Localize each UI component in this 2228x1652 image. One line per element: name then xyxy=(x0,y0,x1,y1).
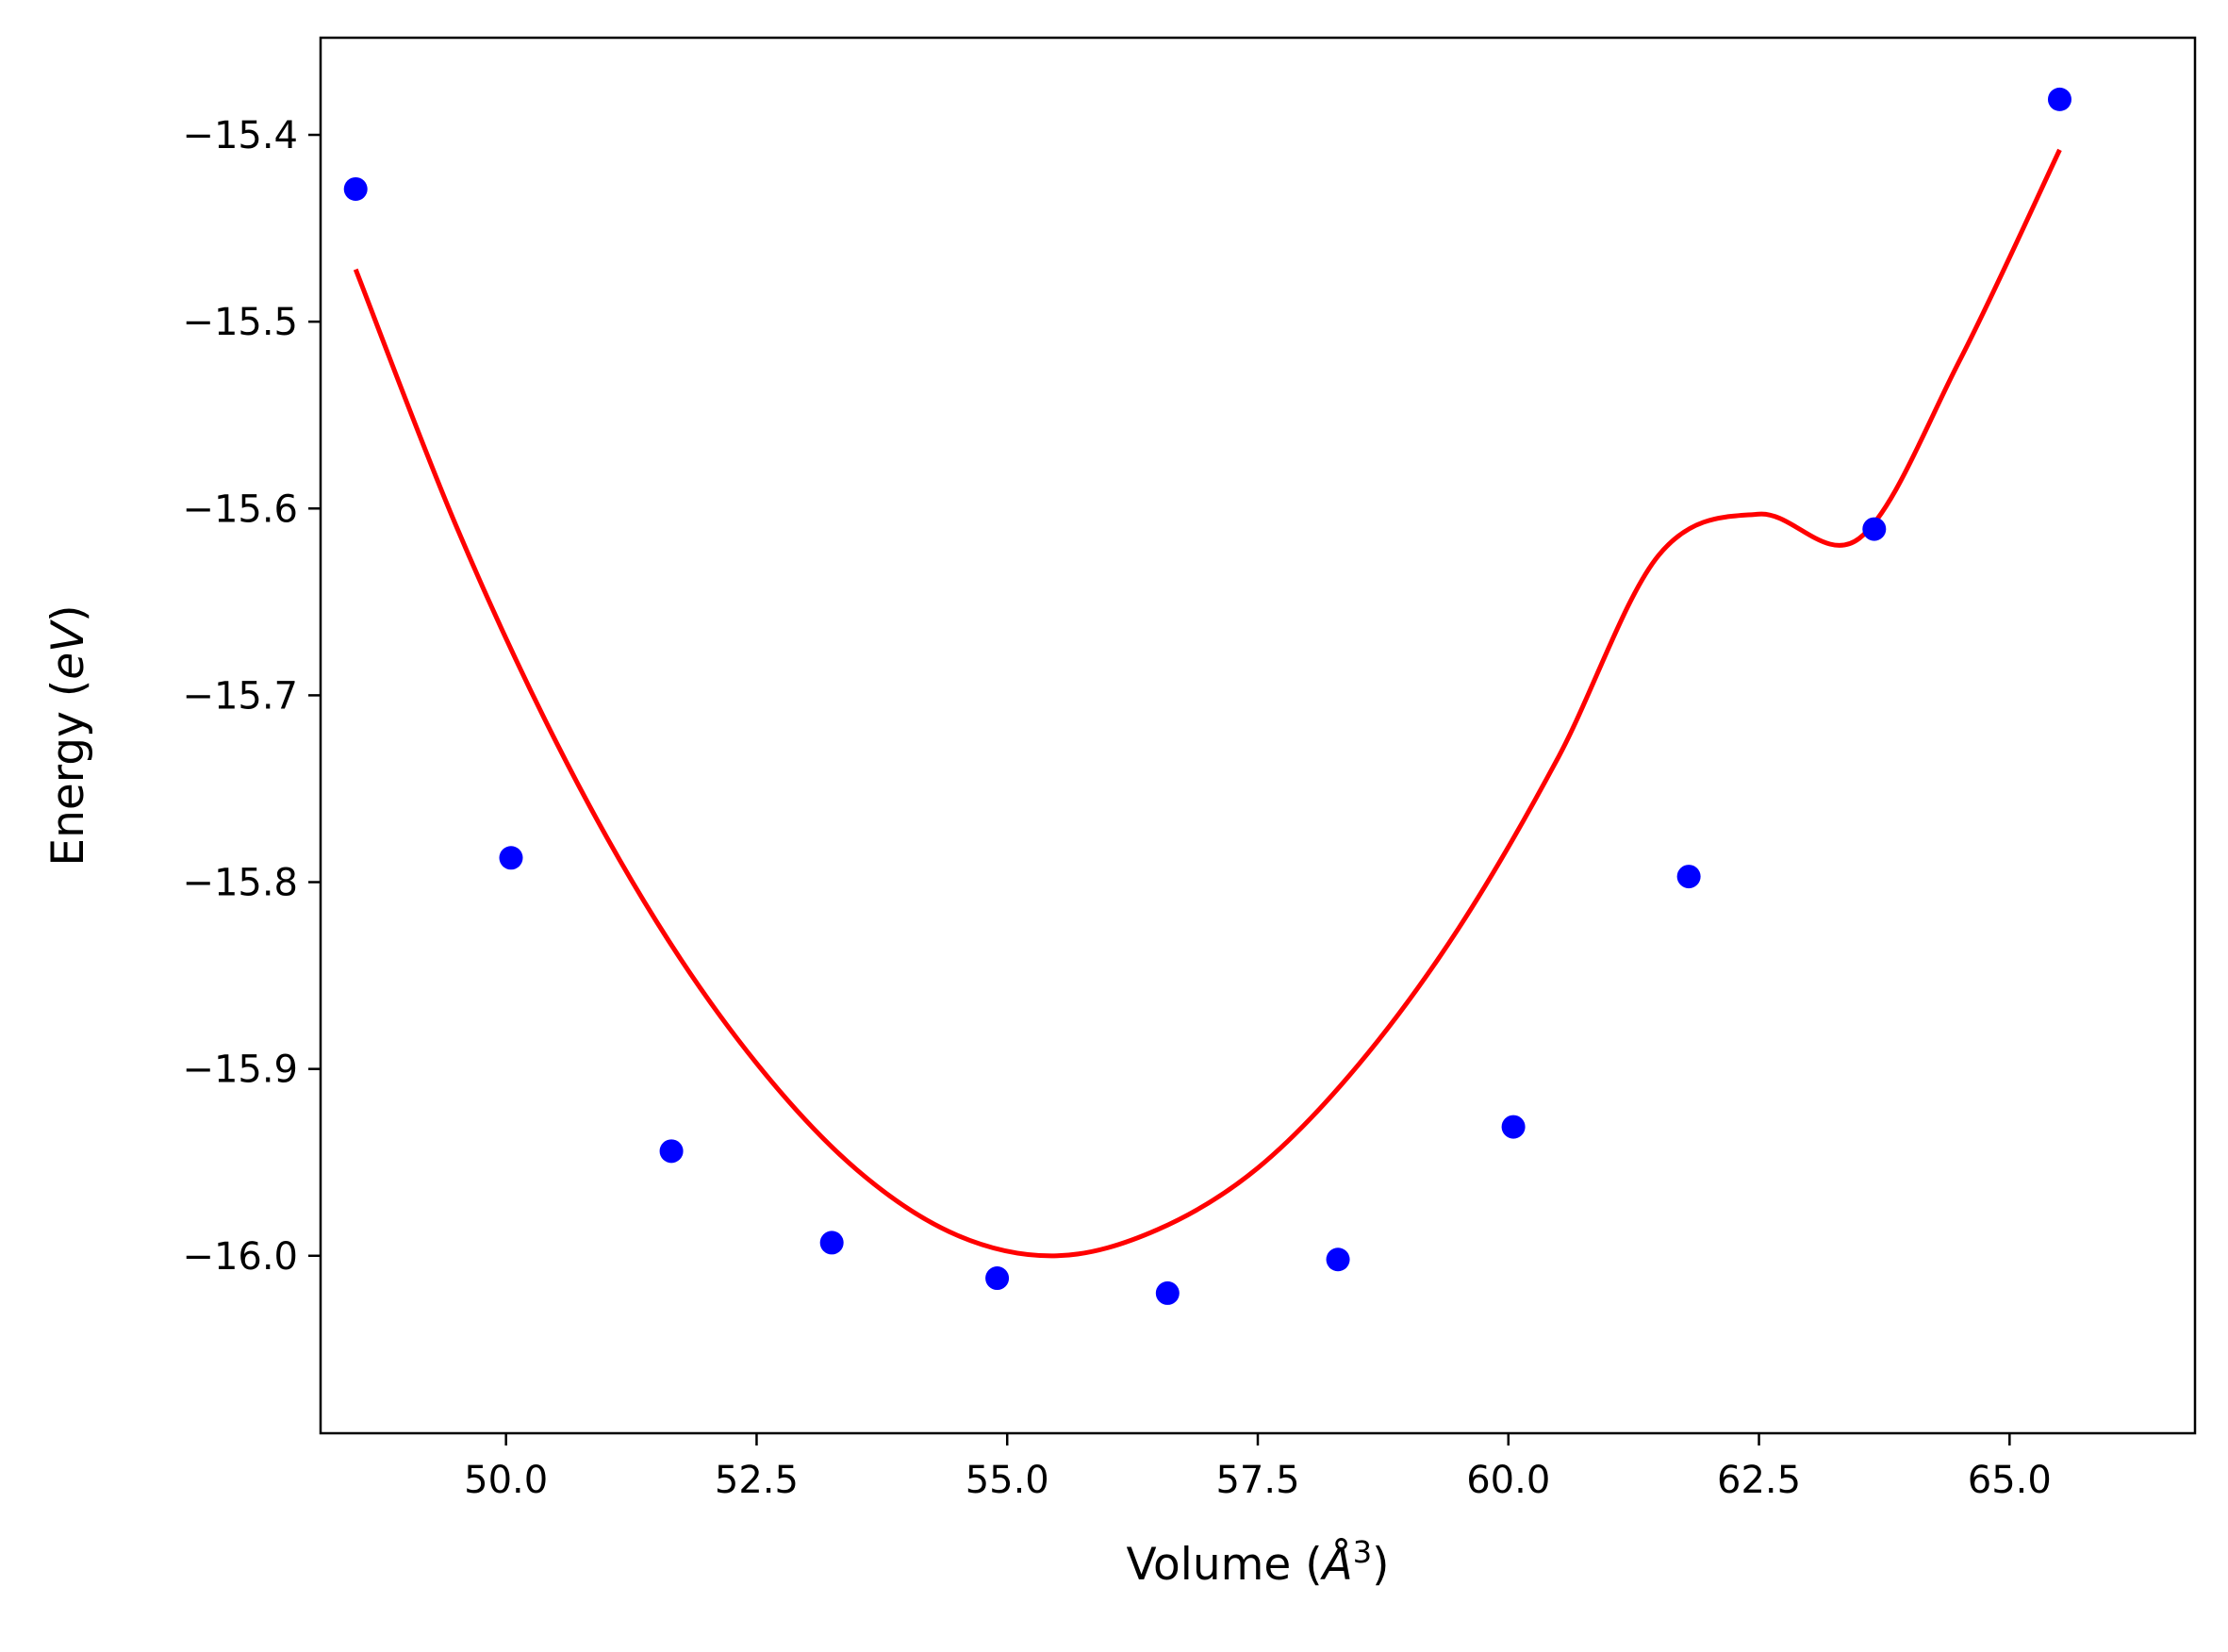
data-point xyxy=(2047,87,2071,111)
data-point xyxy=(1501,1115,1526,1139)
data-point xyxy=(659,1139,684,1164)
y-axis-label-suffix: ) xyxy=(42,604,94,621)
x-tick-label: 62.5 xyxy=(1717,1459,1801,1502)
data-point xyxy=(1862,517,1887,541)
y-tick-label: −15.7 xyxy=(182,674,298,718)
x-tick-label: 52.5 xyxy=(715,1459,799,1502)
y-tick-label: −15.5 xyxy=(182,301,298,344)
x-tick-label: 60.0 xyxy=(1466,1459,1550,1502)
fit-curve-line xyxy=(353,148,2062,1259)
y-axis-label-unit: eV xyxy=(42,620,94,680)
data-point xyxy=(985,1266,1010,1291)
x-axis: 50.0 52.5 55.0 57.5 60.0 62.5 65.0 xyxy=(464,1433,2052,1502)
x-axis-label-unit: Å xyxy=(1320,1539,1353,1591)
plot-marks xyxy=(343,87,2071,1305)
x-tick-label: 65.0 xyxy=(1968,1459,2052,1502)
x-axis-label-exponent: 3 xyxy=(1353,1534,1372,1570)
y-axis: −15.4 −15.5 −15.6 −15.7 −15.8 −15.9 −16.0 xyxy=(182,114,321,1279)
data-point xyxy=(1155,1280,1180,1305)
x-axis-label-suffix: ) xyxy=(1372,1539,1389,1591)
y-tick-label: −16.0 xyxy=(182,1235,298,1279)
data-point xyxy=(1676,865,1701,889)
y-tick-label: −15.9 xyxy=(182,1049,298,1092)
x-axis-label-text: Volume ( xyxy=(1127,1539,1323,1591)
x-tick-label: 50.0 xyxy=(464,1459,548,1502)
x-axis-label: Volume (Å3) xyxy=(1127,1534,1390,1591)
y-tick-label: −15.6 xyxy=(182,487,298,531)
x-tick-label: 55.0 xyxy=(965,1459,1049,1502)
y-axis-label: Energy (eV) xyxy=(42,604,94,866)
x-tick-label: 57.5 xyxy=(1215,1459,1299,1502)
data-point xyxy=(819,1231,844,1255)
data-point xyxy=(1326,1247,1350,1272)
y-tick-label: −15.4 xyxy=(182,114,298,157)
data-point xyxy=(499,846,523,870)
y-tick-label: −15.8 xyxy=(182,862,298,905)
y-axis-label-text: Energy ( xyxy=(42,680,94,867)
data-point xyxy=(343,176,368,201)
